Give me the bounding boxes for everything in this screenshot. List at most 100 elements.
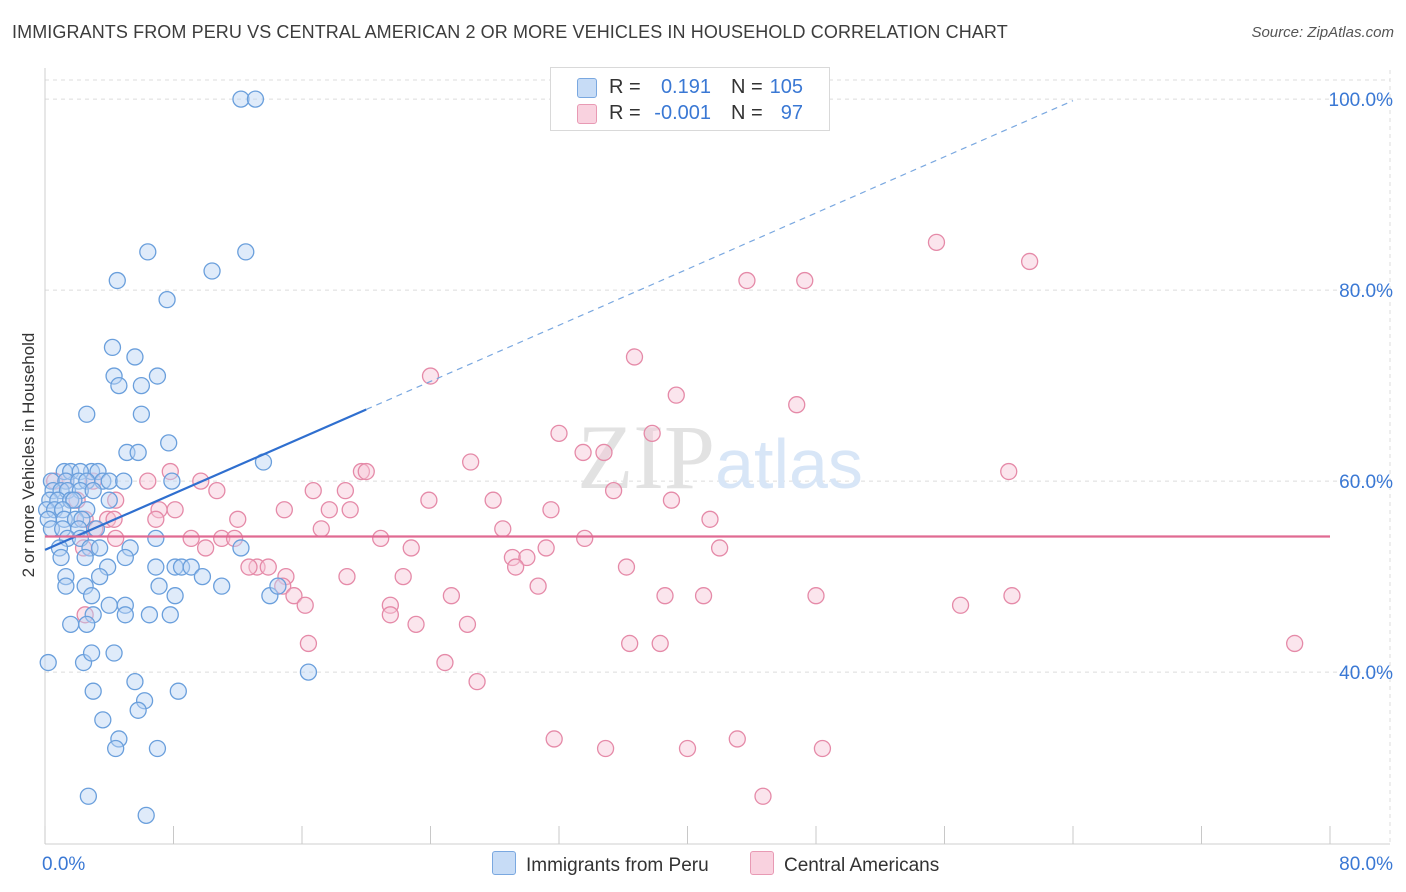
n-value: 97: [780, 102, 803, 124]
y-tick-label: 60.0%: [1339, 472, 1393, 493]
peru-point: [82, 587, 101, 605]
legend-row-central: R = -0.001 N = 97: [551, 101, 829, 127]
legend-item-central[interactable]: Central Americans: [750, 851, 939, 877]
peru-trend-line: [44, 408, 367, 551]
central-americans-point: [462, 453, 480, 471]
peru-point: [84, 606, 102, 624]
watermark-atlas: atlas: [715, 425, 863, 503]
central-americans-point: [662, 491, 681, 509]
central-americans-point: [107, 491, 125, 509]
central-americans-point: [545, 730, 563, 748]
peru-point: [129, 443, 147, 462]
central-americans-point: [352, 462, 371, 481]
central-americans-point: [166, 501, 184, 519]
peru-point: [105, 644, 123, 662]
central-americans-point: [468, 673, 486, 691]
central-americans-point: [529, 577, 547, 595]
peru-point: [269, 577, 287, 595]
central-americans-point: [621, 634, 639, 653]
peru-point: [62, 615, 80, 633]
central-americans-point: [357, 462, 375, 481]
central-americans-point: [196, 539, 215, 557]
central-americans-point: [788, 396, 806, 414]
central-americans-point: [304, 481, 322, 500]
n-label: N =: [731, 76, 763, 98]
peru-trend-extension: [366, 100, 1074, 411]
r-value: 0.191: [660, 76, 711, 98]
central-americans-point: [381, 596, 399, 614]
central-americans-point: [678, 739, 697, 758]
peru-point: [182, 558, 200, 576]
peru-point: [126, 348, 144, 366]
central-americans-point: [813, 739, 832, 758]
y-tick-label: 40.0%: [1339, 663, 1393, 684]
central-swatch: [577, 104, 597, 124]
central-americans-point: [651, 634, 669, 653]
central-americans-point: [225, 529, 244, 548]
watermark: ZIPatlas: [577, 406, 863, 508]
peru-point: [132, 405, 151, 423]
y-tick-labels: 40.0% 60.0% 80.0% 100.0%: [1329, 90, 1394, 684]
peru-point: [100, 596, 118, 614]
central-americans-point: [394, 567, 412, 586]
central-americans-point: [240, 558, 258, 576]
central-americans-point: [701, 510, 719, 528]
peru-point: [84, 481, 102, 500]
central-americans-point: [139, 472, 157, 490]
legend-item-peru[interactable]: Immigrants from Peru: [492, 851, 709, 877]
peru-point: [108, 271, 126, 290]
peru-point: [57, 567, 75, 586]
peru-swatch: [577, 78, 597, 98]
peru-point: [78, 615, 96, 633]
central-americans-point: [381, 606, 399, 624]
peru-point: [135, 692, 154, 710]
peru-point: [84, 682, 102, 700]
y-tick-label: 100.0%: [1329, 90, 1394, 111]
central-americans-point: [436, 653, 454, 672]
x-tick-labels: 0.0% 80.0%: [42, 854, 1393, 875]
central-americans-point: [604, 481, 623, 500]
central-americans-point: [182, 529, 200, 548]
central-americans-point: [550, 424, 568, 443]
central-americans-point: [484, 491, 502, 509]
central-americans-point: [107, 529, 125, 548]
n-label: N =: [731, 102, 763, 124]
central-americans-point: [341, 501, 359, 519]
source-note: Source: ZipAtlas.com: [1251, 24, 1394, 41]
peru-point: [126, 673, 144, 691]
peru-point: [129, 701, 147, 719]
central-americans-point: [296, 596, 314, 614]
central-americans-point: [494, 520, 512, 538]
central-americans-point: [694, 587, 713, 605]
central-americans-point: [1000, 462, 1018, 481]
r-label: R =: [609, 102, 641, 124]
peru-point: [66, 510, 85, 528]
central-americans-point: [518, 548, 536, 567]
peru-point: [132, 376, 151, 395]
peru-point: [232, 90, 250, 108]
peru-point: [103, 338, 122, 357]
peru-point: [147, 558, 165, 576]
central-americans-point: [213, 529, 231, 548]
central-americans-point: [506, 558, 525, 576]
peru-point: [52, 548, 70, 567]
central-legend-label: Central Americans: [784, 855, 940, 876]
peru-point: [82, 644, 101, 662]
peru-point: [148, 367, 167, 385]
peru-point: [94, 711, 112, 729]
central-americans-point: [625, 348, 644, 366]
peru-point: [246, 90, 265, 108]
central-americans-point: [299, 634, 318, 653]
peru-points: [37, 90, 318, 824]
central-americans-point: [738, 271, 756, 290]
central-americans-point: [312, 520, 330, 538]
central-americans-point: [147, 510, 165, 528]
r-value: -0.001: [654, 102, 711, 124]
stats-legend: R = 0.191 N = 105 R = -0.001 N = 97: [550, 67, 830, 131]
peru-point: [100, 491, 118, 509]
central-americans-point: [643, 424, 661, 443]
peru-point: [73, 510, 91, 528]
peru-point: [116, 606, 134, 624]
peru-point: [90, 567, 109, 586]
